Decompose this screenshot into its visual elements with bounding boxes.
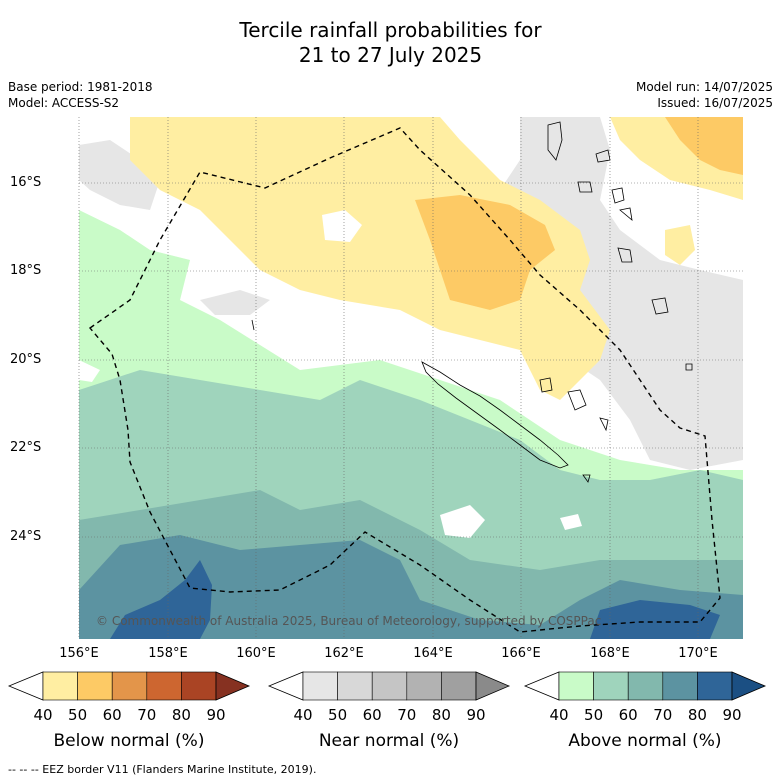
- below-tick-80: 80: [171, 706, 191, 724]
- above-swatch-40: [558, 671, 594, 701]
- below-tick-60: 60: [102, 706, 122, 724]
- colorbar-below: [7, 671, 251, 701]
- lon-label-168e: 168°E: [590, 646, 630, 661]
- near-tick-80: 80: [431, 706, 451, 724]
- above-tick-80: 80: [687, 706, 707, 724]
- map-title: Tercile rainfall probabilities for 21 to…: [0, 18, 781, 68]
- copyright-credit: © Commonwealth of Australia 2025, Bureau…: [96, 614, 602, 628]
- near-tick-50: 50: [328, 706, 348, 724]
- above-normal-label: Above normal (%): [568, 731, 722, 751]
- colorbar-near: [267, 671, 511, 701]
- above-tick-50: 50: [584, 706, 604, 724]
- lon-label-160e: 160°E: [236, 646, 276, 661]
- below-tick-90: 90: [206, 706, 226, 724]
- coastlines: [251, 121, 693, 483]
- lon-label-170e: 170°E: [678, 646, 718, 661]
- lat-label-18s: 18°S: [10, 263, 42, 278]
- below-tick-70: 70: [137, 706, 157, 724]
- issued-date: Issued: 16/07/2025: [657, 96, 773, 110]
- below-40-area: [130, 117, 610, 400]
- above-tick-60: 60: [618, 706, 638, 724]
- above-80-area: [110, 560, 212, 639]
- near-40-area-1: [79, 140, 160, 210]
- near-swatch-40: [302, 671, 338, 701]
- below-under-triangle: [7, 671, 44, 701]
- below-swatch-50: [77, 671, 113, 701]
- near-40-area-2: [500, 117, 743, 470]
- lat-label-16s: 16°S: [10, 175, 42, 190]
- above-swatch-80: [697, 671, 733, 701]
- near-swatch-60: [371, 671, 408, 701]
- metadata-left: Base period: 1981-2018 Model: ACCESS-S2: [8, 79, 153, 111]
- vanuatu-coast: [547, 121, 563, 161]
- above-under-triangle: [523, 671, 560, 701]
- lon-label-156e: 156°E: [59, 646, 99, 661]
- near-swatch-80: [441, 671, 477, 701]
- above-swatch-70: [662, 671, 698, 701]
- below-swatch-70: [146, 671, 182, 701]
- near-tick-60: 60: [362, 706, 382, 724]
- near-normal-label: Near normal (%): [318, 731, 460, 751]
- new-caledonia-coast: [421, 361, 569, 469]
- below-swatch-80: [181, 671, 217, 701]
- above-70-area: [79, 535, 743, 639]
- probability-field: [79, 117, 743, 639]
- below-40-area-e: [665, 225, 695, 265]
- title-line-2: 21 to 27 July 2025: [298, 43, 483, 67]
- near-swatch-50: [337, 671, 373, 701]
- lon-label-166e: 166°E: [501, 646, 541, 661]
- eez-footnote: -- -- -- EEZ border V11 (Flanders Marine…: [8, 763, 317, 776]
- lat-label-20s: 20°S: [10, 352, 42, 367]
- below-50-area-ne: [665, 117, 743, 175]
- below-over-triangle: [215, 671, 251, 701]
- title-line-1: Tercile rainfall probabilities for: [239, 18, 542, 42]
- below-tick-40: 40: [33, 706, 53, 724]
- below-normal-label: Below normal (%): [53, 731, 205, 751]
- above-tick-90: 90: [722, 706, 742, 724]
- lon-label-158e: 158°E: [148, 646, 188, 661]
- near-tick-40: 40: [293, 706, 313, 724]
- near-40-area-3: [200, 290, 270, 315]
- model-name: Model: ACCESS-S2: [8, 96, 120, 110]
- lat-label-22s: 22°S: [10, 440, 42, 455]
- below-swatch-40: [42, 671, 78, 701]
- above-over-triangle: [731, 671, 767, 701]
- colorbar-above: [523, 671, 767, 701]
- above-tick-40: 40: [549, 706, 569, 724]
- near-swatch-70: [406, 671, 442, 701]
- above-80-area-east: [590, 600, 720, 639]
- above-swatch-60: [627, 671, 664, 701]
- lat-label-24s: 24°S: [10, 529, 42, 544]
- below-swatch-60: [111, 671, 148, 701]
- metadata-right: Model run: 14/07/2025 Issued: 16/07/2025: [636, 79, 773, 111]
- eez-border: [88, 127, 721, 633]
- lon-label-162e: 162°E: [324, 646, 364, 661]
- below-tick-50: 50: [68, 706, 88, 724]
- below-50-area: [415, 195, 555, 310]
- near-under-triangle: [267, 671, 304, 701]
- lon-label-164e: 164°E: [413, 646, 453, 661]
- model-run: Model run: 14/07/2025: [635, 80, 773, 94]
- near-over-triangle: [475, 671, 511, 701]
- above-swatch-50: [593, 671, 629, 701]
- near-tick-70: 70: [397, 706, 417, 724]
- base-period: Base period: 1981-2018: [8, 80, 153, 94]
- above-tick-70: 70: [653, 706, 673, 724]
- near-tick-90: 90: [466, 706, 486, 724]
